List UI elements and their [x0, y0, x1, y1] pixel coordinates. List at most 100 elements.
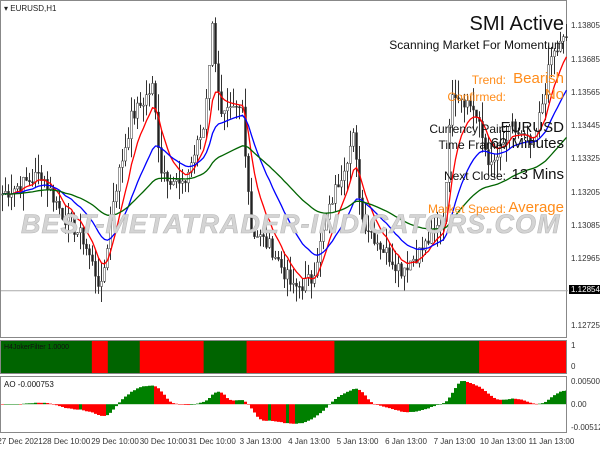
price-tick: 1.12965 [571, 254, 600, 264]
candle-body [181, 180, 184, 184]
candle-body [157, 111, 160, 148]
ao-bar [217, 391, 220, 405]
ao-bar [562, 390, 565, 405]
candle-body [208, 65, 211, 99]
joker-filter-panel[interactable]: H4JokerFilter 1.0000 [0, 340, 567, 374]
candle-body [487, 149, 490, 166]
candle-body [439, 225, 442, 228]
candle-body [103, 267, 106, 282]
time-tick: 10 Jan 13:00 [479, 437, 527, 446]
ao-bar [145, 386, 148, 405]
time-tick: 28 Dec 10:00 [42, 437, 91, 446]
symbol-text: EURUSD,H1 [10, 4, 57, 13]
time-tick: 6 Jan 13:00 [385, 437, 427, 446]
candle-body [193, 154, 196, 163]
candle-body [76, 232, 79, 235]
price-chart[interactable]: ▾ EURUSD,H1 BEST-METATRADER-INDICATORS.C… [0, 0, 568, 338]
candle-body [25, 177, 28, 181]
candle-body [55, 201, 58, 203]
candle-body [280, 259, 283, 268]
ao-bar [64, 404, 67, 409]
moving-average-line [2, 56, 568, 280]
ao-axis-max: 0.005003 [571, 377, 600, 386]
ao-bar [280, 404, 283, 423]
next-close-value: 13 Mins [511, 166, 564, 183]
time-tick: 7 Jan 13:00 [433, 437, 476, 446]
ao-bar [559, 391, 562, 405]
candle-body [250, 191, 253, 232]
ao-bar [547, 399, 550, 405]
ao-bar [379, 404, 382, 406]
candle-body [304, 277, 307, 291]
ao-bar [493, 397, 496, 405]
candle-body [424, 240, 427, 251]
ao-bar [499, 399, 502, 405]
dropdown-triangle-icon[interactable]: ▾ [4, 4, 9, 13]
ao-bar [58, 404, 61, 407]
ao-bar [436, 404, 439, 405]
joker-segment-up [203, 341, 248, 373]
candle-body [295, 282, 298, 287]
candle-body [121, 160, 124, 168]
candle-body [499, 144, 502, 158]
candle-body [85, 243, 88, 249]
candle-body [235, 106, 238, 108]
candle-body [493, 159, 496, 163]
candle-body [61, 207, 64, 220]
ao-histogram [1, 381, 566, 424]
ao-bar [457, 383, 460, 405]
candle-body [139, 102, 142, 106]
candle-body [154, 83, 157, 113]
candle-body [484, 137, 487, 150]
candle-body [151, 83, 154, 94]
candle-body [217, 63, 220, 92]
ao-bar [421, 404, 424, 410]
price-tick: 1.13085 [571, 220, 600, 230]
ao-bar [475, 385, 478, 405]
ao-bar [40, 402, 43, 405]
candle-body [469, 100, 472, 107]
ao-bar [319, 404, 322, 414]
price-tick: 1.13805 [571, 21, 600, 31]
candle-body [529, 135, 532, 146]
time-tick: 5 Jan 13:00 [336, 437, 379, 446]
candle-body [244, 106, 247, 157]
candle-body [64, 218, 67, 226]
ao-bar [46, 403, 49, 405]
awesome-oscillator-panel[interactable]: AO -0.000753 [0, 376, 567, 433]
candle-body [229, 106, 232, 108]
price-tick: 1.13685 [571, 54, 600, 64]
ao-bar [190, 404, 193, 405]
candle-body [334, 184, 337, 204]
candle-body [292, 282, 295, 285]
ao-bar [442, 403, 445, 405]
candle-body [448, 124, 451, 183]
ao-bar [154, 386, 157, 405]
ao-bar [193, 404, 196, 405]
candle-body [298, 286, 301, 288]
ao-bar [472, 384, 475, 405]
ao-bar [124, 396, 127, 405]
ao-bar [529, 402, 532, 405]
ao-bar [367, 399, 370, 405]
candle-body [124, 147, 127, 162]
symbol-label: ▾ EURUSD,H1 [4, 4, 56, 13]
ao-bar [316, 404, 319, 416]
moving-average-line [2, 89, 568, 256]
candle-body [169, 180, 172, 185]
ao-bar [187, 404, 190, 406]
ao-bar [466, 381, 469, 405]
candle-body [256, 236, 259, 238]
candle-body [136, 102, 139, 119]
ao-bar [352, 389, 355, 405]
ao-bar [205, 400, 208, 405]
joker-axis-0: 0 [571, 362, 576, 371]
ao-bar [295, 404, 298, 424]
candle-body [205, 98, 208, 130]
time-tick: 30 Dec 10:00 [139, 437, 188, 446]
ao-bar [343, 393, 346, 405]
candle-body [166, 172, 169, 182]
ao-bar [346, 391, 349, 405]
ao-bar [262, 404, 265, 421]
candle-body [376, 242, 379, 245]
